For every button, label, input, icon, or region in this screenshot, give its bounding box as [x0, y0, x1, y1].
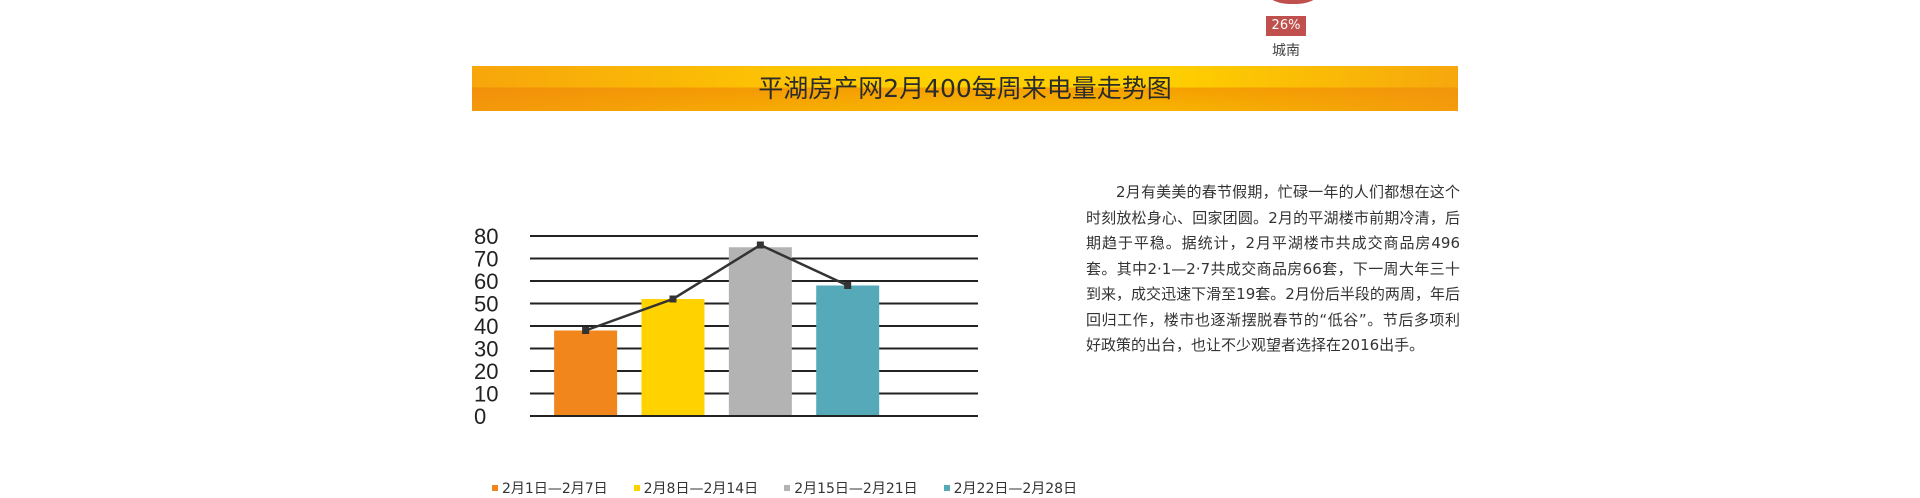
line-point [844, 282, 852, 289]
y-tick-label: 50 [474, 292, 498, 317]
line-point [669, 295, 677, 303]
chart-legend: 2月1日—2月7日 2月8日—2月14日 2月15日—2月21日 2月22日—2月28… [492, 478, 1077, 498]
y-tick-label: 30 [474, 337, 498, 362]
legend-entry: 2月15日—2月21日 [784, 478, 918, 498]
pie-percent-label: 26% [1266, 16, 1306, 36]
legend-entry: 2月8日—2月14日 [633, 478, 759, 498]
chart-title: 平湖房产网2月400每周来电量走势图 [758, 74, 1172, 103]
y-tick-label: 20 [474, 359, 498, 384]
bar [728, 247, 792, 416]
legend-swatch [492, 485, 498, 491]
bar [641, 299, 705, 416]
y-tick-label: 10 [474, 382, 498, 407]
legend-swatch [784, 485, 791, 491]
bar [816, 285, 880, 416]
y-tick-label: 80 [474, 224, 498, 249]
bar [554, 330, 618, 416]
legend-swatch [943, 485, 950, 491]
title-banner: 平湖房产网2月400每周来电量走势图 [472, 66, 1458, 111]
legend-entry: 2月1日—2月7日 [492, 478, 608, 498]
y-tick-label: 70 [474, 247, 498, 272]
banner-stripe-right [1162, 66, 1458, 111]
legend-label: 2月1日—2月7日 [502, 481, 608, 497]
pie-category-label: 城南 [1272, 43, 1300, 59]
legend-swatch [633, 485, 640, 491]
y-tick-label: 40 [474, 314, 498, 339]
y-tick-label: 0 [474, 404, 486, 429]
line-point [756, 241, 764, 249]
line-point [582, 327, 590, 334]
legend-label: 2月8日—2月14日 [643, 481, 759, 497]
legend-label: 2月15日—2月21日 [794, 481, 918, 497]
legend-entry: 2月22日—2月28日 [943, 478, 1078, 498]
article-paragraph: 2月有美美的春节假期，忙碌一年的人们都想在这个时刻放松身心、回家团圆。2月的平湖… [1086, 183, 1460, 354]
y-tick-label: 60 [474, 269, 498, 294]
trend-line [585, 243, 849, 332]
legend-label: 2月22日—2月28日 [953, 481, 1078, 497]
banner-stripe-left [472, 66, 916, 111]
pie-slice-chengnan [1253, 0, 1333, 4]
